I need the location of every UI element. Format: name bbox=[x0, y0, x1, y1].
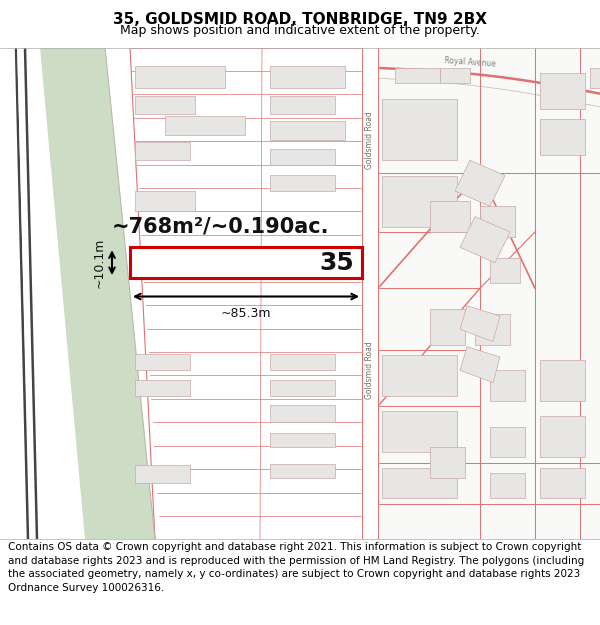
Text: Map shows position and indicative extent of the property.: Map shows position and indicative extent… bbox=[120, 24, 480, 37]
Bar bbox=[135, 142, 190, 160]
Bar bbox=[475, 314, 510, 344]
Bar bbox=[540, 360, 585, 401]
Text: Royal Avenue: Royal Avenue bbox=[444, 56, 496, 68]
Bar bbox=[382, 468, 457, 498]
Bar bbox=[430, 201, 470, 232]
Bar bbox=[430, 447, 465, 478]
Bar bbox=[135, 464, 190, 483]
Bar bbox=[130, 248, 362, 278]
Text: Goldsmid Road: Goldsmid Road bbox=[365, 111, 374, 169]
Bar bbox=[430, 309, 465, 344]
Bar bbox=[165, 116, 245, 134]
Polygon shape bbox=[460, 347, 500, 382]
Polygon shape bbox=[460, 217, 510, 262]
Bar bbox=[135, 379, 190, 396]
Text: Contains OS data © Crown copyright and database right 2021. This information is : Contains OS data © Crown copyright and d… bbox=[8, 542, 584, 592]
Bar bbox=[590, 68, 600, 89]
Bar bbox=[135, 66, 225, 89]
Bar bbox=[490, 258, 520, 283]
Bar bbox=[540, 73, 585, 109]
Bar bbox=[270, 354, 335, 370]
Text: ~768m²/~0.190ac.: ~768m²/~0.190ac. bbox=[111, 217, 329, 237]
Bar bbox=[270, 405, 335, 421]
Bar bbox=[480, 206, 515, 237]
Bar bbox=[382, 355, 457, 396]
Polygon shape bbox=[40, 48, 155, 539]
Bar bbox=[540, 119, 585, 155]
Polygon shape bbox=[17, 48, 35, 539]
Text: 35: 35 bbox=[319, 251, 354, 275]
Bar bbox=[490, 427, 525, 458]
Bar bbox=[135, 354, 190, 370]
Bar bbox=[270, 464, 335, 478]
Text: ~10.1m: ~10.1m bbox=[93, 238, 106, 288]
Bar bbox=[540, 416, 585, 457]
Bar bbox=[270, 432, 335, 447]
Bar bbox=[270, 149, 335, 166]
Polygon shape bbox=[460, 306, 500, 342]
Text: 35, GOLDSMID ROAD, TONBRIDGE, TN9 2BX: 35, GOLDSMID ROAD, TONBRIDGE, TN9 2BX bbox=[113, 12, 487, 27]
Bar bbox=[270, 96, 335, 114]
Text: Goldsmid Road: Goldsmid Road bbox=[365, 341, 374, 399]
Bar bbox=[270, 379, 335, 396]
Polygon shape bbox=[455, 160, 505, 206]
Bar bbox=[395, 68, 440, 83]
Bar bbox=[270, 66, 345, 89]
Bar bbox=[382, 411, 457, 452]
Bar bbox=[135, 96, 195, 114]
Text: ~85.3m: ~85.3m bbox=[221, 307, 271, 320]
Bar bbox=[135, 191, 195, 211]
Bar bbox=[382, 99, 457, 160]
Bar bbox=[382, 176, 457, 227]
Bar bbox=[270, 174, 335, 191]
Bar bbox=[378, 48, 600, 539]
Bar bbox=[490, 472, 525, 498]
Bar bbox=[270, 121, 345, 140]
Bar bbox=[540, 468, 585, 498]
Bar bbox=[440, 68, 470, 83]
Bar bbox=[490, 370, 525, 401]
